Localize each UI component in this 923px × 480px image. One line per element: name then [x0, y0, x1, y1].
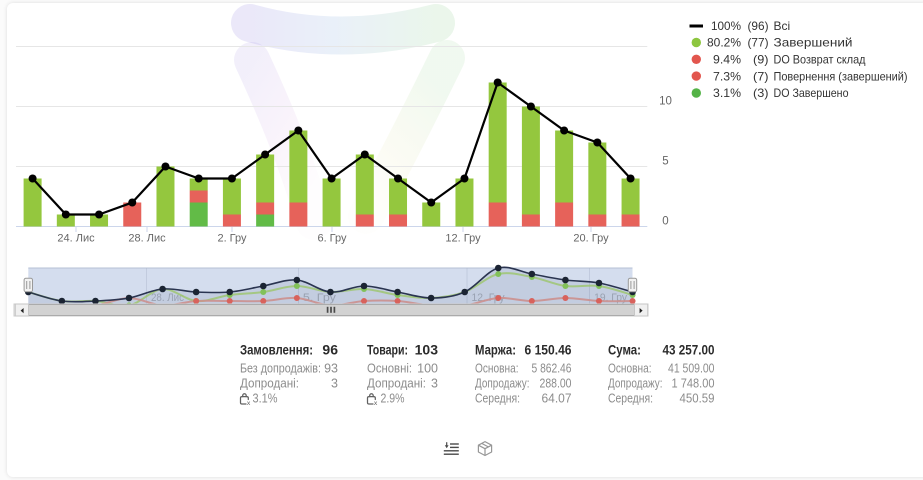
svg-text:Середня:: Середня: [608, 391, 653, 405]
svg-text:100: 100 [417, 361, 438, 375]
svg-text:41 509.00: 41 509.00 [668, 361, 715, 375]
svg-text:(3): (3) [753, 86, 769, 100]
svg-text:3.1%: 3.1% [713, 86, 741, 100]
svg-text:28. Лис: 28. Лис [128, 233, 166, 245]
svg-text:9.4%: 9.4% [713, 53, 741, 67]
svg-text:Завершений: Завершений [774, 36, 853, 50]
svg-text:5: 5 [662, 156, 668, 168]
svg-text:Замовлення:: Замовлення: [240, 342, 313, 358]
svg-text:DO Возврат склад: DO Возврат склад [774, 53, 866, 67]
svg-text:12. Гру: 12. Гру [445, 233, 481, 245]
svg-text:Маржа:: Маржа: [475, 342, 516, 358]
svg-text:Допродажу:: Допродажу: [475, 377, 530, 391]
svg-text:x: x [247, 400, 251, 407]
svg-text:96: 96 [322, 342, 338, 358]
svg-text:x: x [374, 400, 378, 407]
svg-text:450.59: 450.59 [680, 391, 715, 405]
svg-text:Допродажу:: Допродажу: [608, 377, 663, 391]
svg-text:Сума:: Сума: [608, 342, 641, 358]
svg-text:Середня:: Середня: [475, 391, 520, 405]
svg-text:3: 3 [331, 377, 338, 391]
svg-text:20. Гру: 20. Гру [573, 233, 609, 245]
svg-text:100%: 100% [711, 19, 741, 33]
svg-text:24. Лис: 24. Лис [57, 233, 95, 245]
svg-text:Основна:: Основна: [475, 361, 519, 375]
svg-text:28. Лис: 28. Лис [151, 292, 184, 304]
svg-text:(77): (77) [748, 36, 769, 50]
svg-text:288.00: 288.00 [540, 377, 572, 391]
svg-text:Без допродажів:: Без допродажів: [240, 361, 321, 375]
svg-text:Всі: Всі [774, 19, 791, 33]
svg-text:64.07: 64.07 [542, 391, 572, 405]
svg-text:6. Гру: 6. Гру [317, 233, 347, 245]
svg-text:5 862.46: 5 862.46 [532, 361, 572, 375]
svg-text:0: 0 [662, 216, 668, 228]
svg-text:1 748.00: 1 748.00 [672, 377, 715, 391]
svg-text:80.2%: 80.2% [707, 36, 741, 50]
svg-text:Повернення (завершений): Повернення (завершений) [774, 69, 908, 83]
svg-text:Допродані:: Допродані: [367, 377, 426, 391]
svg-text:6 150.46: 6 150.46 [525, 342, 572, 358]
svg-text:(7): (7) [753, 69, 769, 83]
svg-text:Основна:: Основна: [608, 361, 652, 375]
svg-text:93: 93 [324, 361, 338, 375]
svg-text:DO Завершено: DO Завершено [774, 86, 849, 100]
svg-text:3: 3 [431, 377, 438, 391]
svg-text:3.1%: 3.1% [253, 391, 278, 405]
svg-text:Товари:: Товари: [367, 342, 408, 358]
svg-text:(96): (96) [748, 19, 769, 33]
svg-text:10: 10 [659, 96, 672, 108]
svg-text:Допродані:: Допродані: [240, 377, 299, 391]
svg-text:(9): (9) [753, 53, 769, 67]
svg-text:43 257.00: 43 257.00 [663, 342, 715, 358]
svg-text:2.9%: 2.9% [381, 391, 405, 405]
svg-text:Основні:: Основні: [367, 361, 412, 375]
svg-text:2. Гру: 2. Гру [217, 233, 247, 245]
svg-text:103: 103 [415, 342, 439, 358]
svg-text:7.3%: 7.3% [713, 69, 741, 83]
